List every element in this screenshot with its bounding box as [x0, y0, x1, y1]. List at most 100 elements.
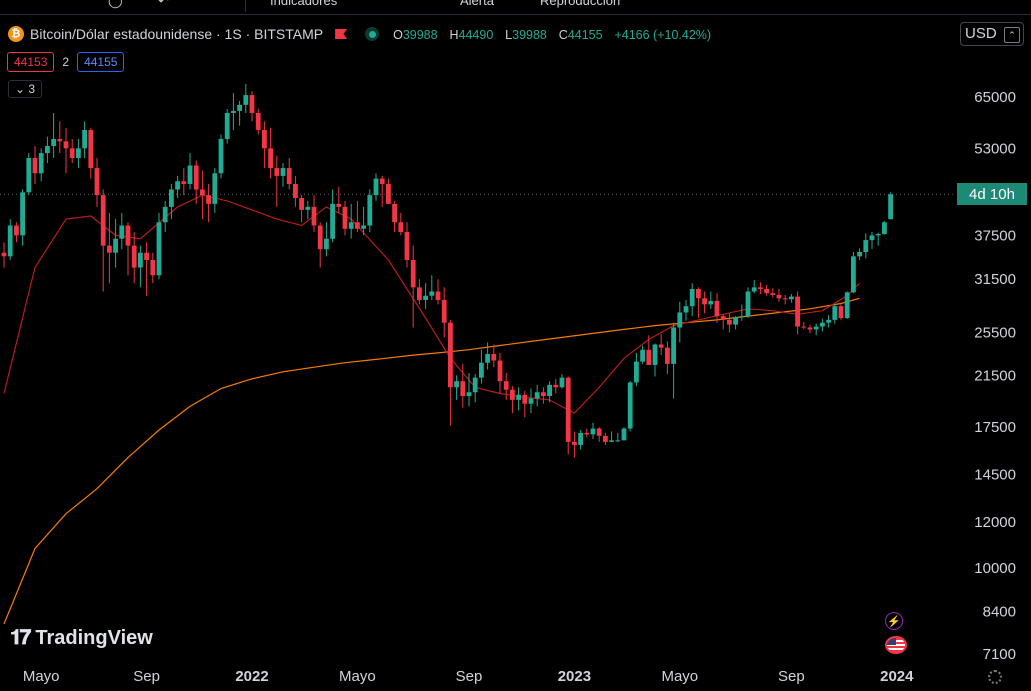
candle-body: [528, 398, 534, 404]
candle-body: [758, 287, 763, 289]
candle-body: [76, 148, 81, 159]
candle-body: [57, 139, 63, 142]
settings-icon[interactable]: [988, 670, 1002, 684]
candle-body: [739, 316, 745, 318]
flag-icon[interactable]: [335, 29, 345, 39]
x-tick-label: Sep: [778, 668, 805, 685]
candle-body: [646, 349, 652, 365]
us-flag-icon[interactable]: [885, 636, 907, 654]
candle-body: [317, 225, 323, 250]
candle-body: [169, 189, 174, 207]
candle-body: [516, 394, 521, 400]
candle-body: [820, 322, 825, 327]
candle-body: [882, 222, 887, 235]
candle-body: [379, 178, 385, 184]
candle-body: [144, 252, 149, 261]
bid-price-button[interactable]: 44153: [7, 52, 55, 72]
bitcoin-icon: ₿: [8, 26, 24, 42]
candle-body: [696, 288, 701, 299]
tradingview-logo[interactable]: 𝟏𝟕 TradingView: [10, 626, 153, 650]
y-tick-label: 10000: [974, 560, 1016, 577]
candle-body: [590, 428, 596, 435]
candle-body: [32, 158, 38, 174]
candle-body: [565, 377, 571, 442]
candle-body: [398, 222, 404, 233]
candle-body: [621, 428, 627, 441]
candle-body: [776, 294, 782, 299]
candle-body: [491, 353, 497, 361]
candle-body: [156, 222, 162, 276]
candle-body: [658, 344, 664, 348]
undo-icon[interactable]: ↶: [158, 0, 169, 8]
y-tick-label: 7100: [983, 646, 1016, 663]
price-chart[interactable]: 6500053000450003750031500255002150017500…: [0, 15, 1031, 691]
candle-body: [832, 306, 838, 320]
candle-body: [503, 381, 509, 390]
candle-body: [162, 206, 168, 223]
alert-button[interactable]: Alerta: [460, 0, 494, 8]
candle-body: [851, 256, 856, 293]
candle-body: [224, 112, 230, 140]
candle-body: [113, 238, 118, 253]
candle-body: [801, 326, 807, 328]
replay-button[interactable]: Reproducción: [540, 0, 621, 8]
candle-body: [541, 392, 546, 397]
collapse-indicators-button[interactable]: ⌄ 3: [8, 80, 43, 98]
candle-body: [479, 362, 484, 378]
bar-countdown-label: 4d 10h: [957, 183, 1027, 205]
candle-body: [373, 178, 379, 196]
candle-body: [857, 252, 862, 257]
symbol-title[interactable]: Bitcoin/Dólar estadounidense · 1S · BITS…: [30, 26, 324, 42]
y-tick-label: 12000: [974, 514, 1016, 531]
candle-body: [175, 181, 180, 190]
market-status-icon[interactable]: [365, 27, 380, 41]
y-tick-label: 37500: [974, 227, 1016, 244]
candle-body: [875, 234, 881, 236]
candle-body: [138, 252, 143, 268]
candle-body: [826, 319, 831, 323]
candle-body: [94, 168, 100, 196]
candle-body: [609, 440, 614, 442]
candle-body: [578, 432, 583, 445]
candle-body: [497, 360, 503, 382]
candle-body: [348, 222, 354, 229]
candle-body: [361, 225, 366, 229]
candle-body: [125, 225, 131, 246]
candle-body: [367, 195, 373, 226]
clock-icon[interactable]: ◯: [108, 0, 123, 8]
candle-body: [683, 306, 689, 313]
candle-body: [286, 168, 292, 184]
candle-body: [38, 153, 44, 174]
candle-body: [460, 381, 466, 397]
candle-body: [45, 145, 50, 154]
y-tick-label: 8400: [983, 604, 1016, 621]
candle-body: [733, 317, 738, 325]
candle-body: [212, 173, 218, 204]
y-tick-label: 65000: [974, 89, 1016, 106]
candle-body: [789, 296, 794, 300]
x-tick-label: 2023: [558, 668, 591, 685]
tradingview-mark-icon: 𝟏𝟕: [10, 626, 31, 649]
candle-body: [559, 377, 565, 388]
ma-short-line: [3, 194, 861, 414]
candle-body: [807, 327, 813, 330]
candle-body: [795, 296, 800, 327]
ohlc-low-value: 39988: [512, 28, 547, 42]
candle-body: [863, 240, 869, 253]
candle-body: [727, 319, 732, 325]
ask-price-button[interactable]: 44155: [77, 52, 125, 72]
x-tick-label: Mayo: [661, 668, 698, 685]
candle-body: [255, 112, 261, 131]
spread-value: 2: [62, 55, 70, 69]
lightning-icon[interactable]: ⚡: [885, 612, 903, 630]
candle-body: [888, 194, 893, 220]
candle-body: [714, 300, 720, 317]
candle-body: [187, 165, 193, 184]
candle-body: [26, 158, 32, 193]
x-tick-label: 2022: [235, 668, 268, 685]
candle-body: [584, 432, 590, 435]
indicators-button[interactable]: Indicadores: [270, 0, 338, 8]
ohlc-high-value: 44490: [458, 28, 494, 42]
currency-select[interactable]: USD ⌃: [960, 22, 1024, 46]
candle-body: [181, 181, 187, 184]
